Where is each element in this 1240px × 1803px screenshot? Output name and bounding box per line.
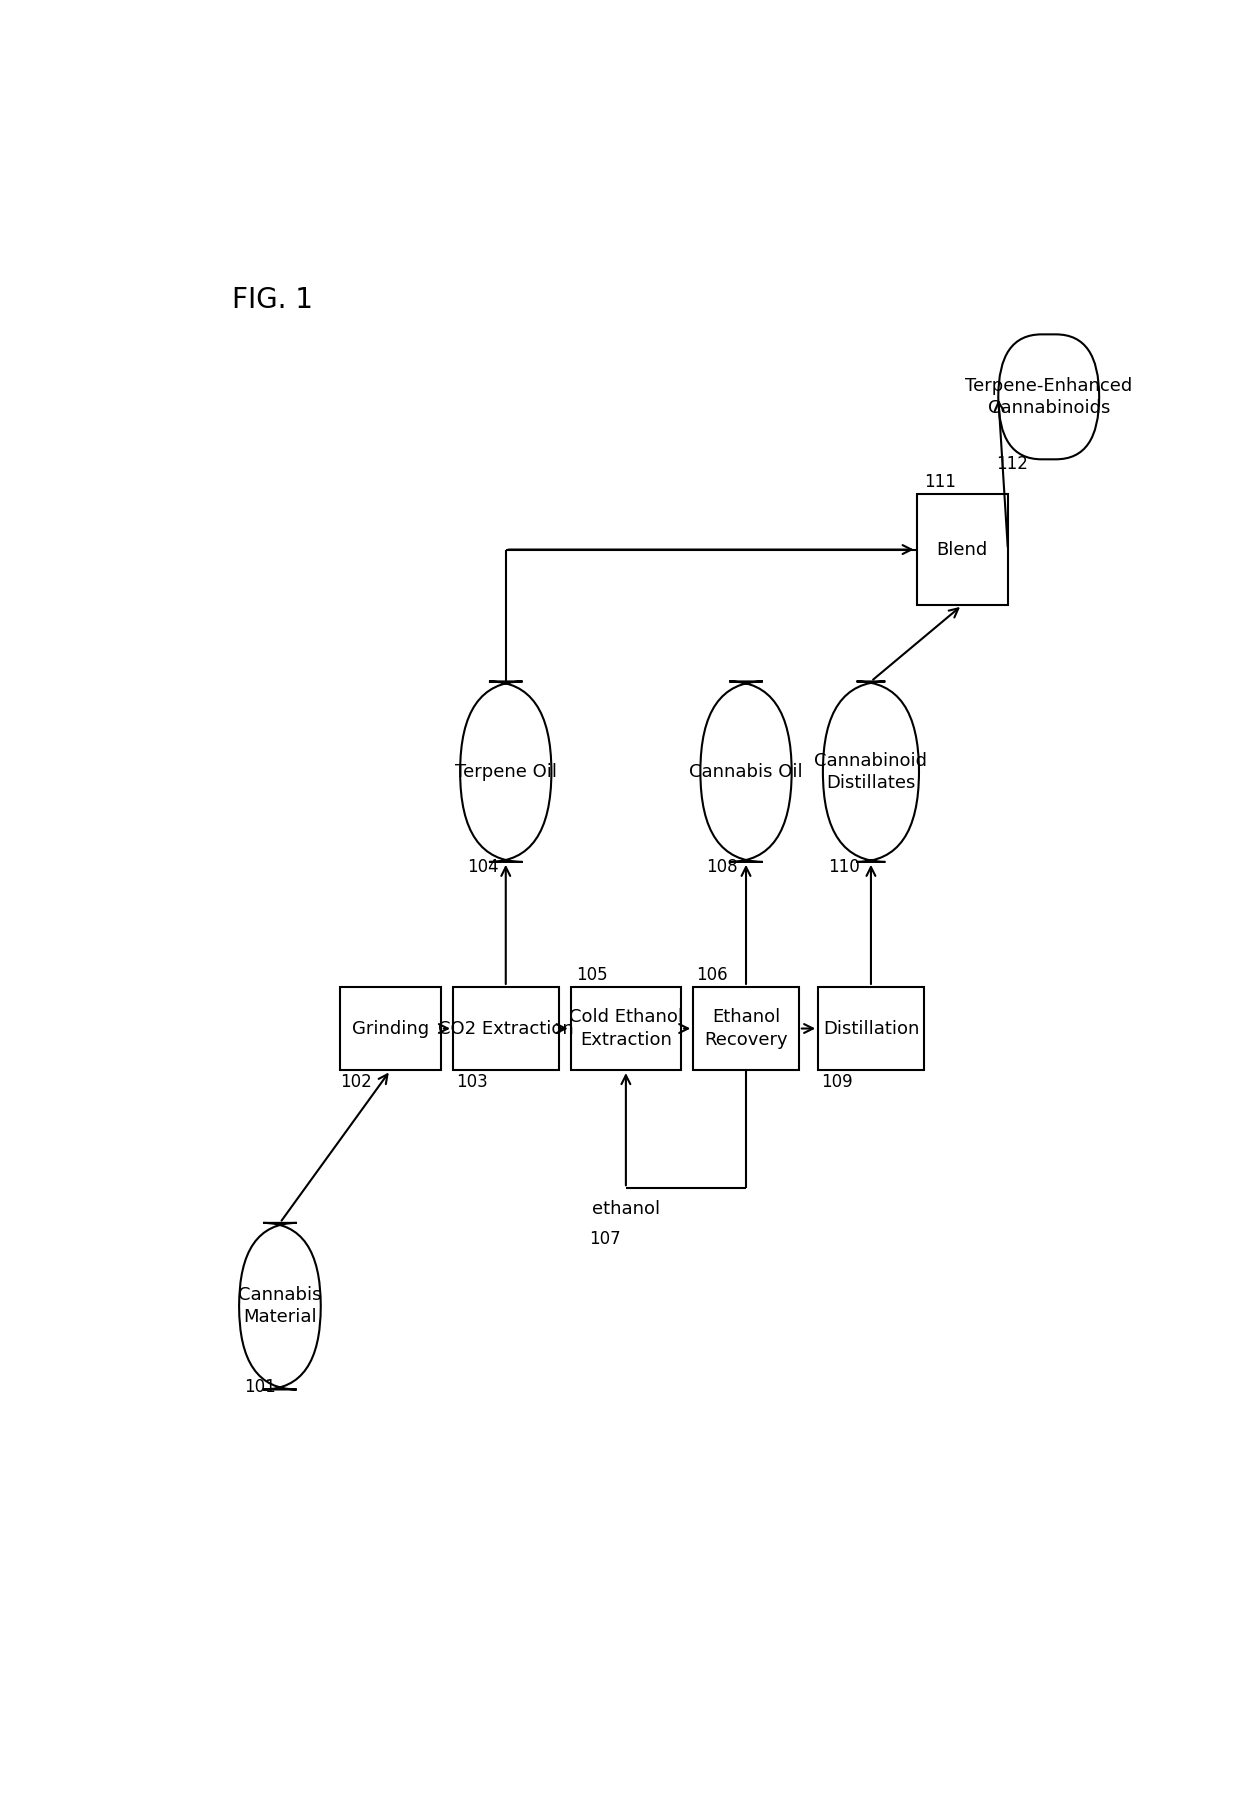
FancyBboxPatch shape: [453, 986, 558, 1071]
FancyBboxPatch shape: [818, 986, 924, 1071]
Text: 111: 111: [924, 472, 956, 490]
Text: 109: 109: [821, 1073, 853, 1091]
Text: FIG. 1: FIG. 1: [232, 285, 312, 314]
Text: Terpene Oil: Terpene Oil: [455, 763, 557, 781]
Text: 105: 105: [575, 966, 608, 984]
FancyBboxPatch shape: [916, 494, 1008, 606]
Text: Ethanol
Recovery: Ethanol Recovery: [704, 1008, 787, 1049]
Text: Grinding: Grinding: [352, 1019, 429, 1037]
Text: 103: 103: [456, 1073, 487, 1091]
Text: 108: 108: [706, 858, 738, 876]
FancyBboxPatch shape: [460, 682, 552, 862]
FancyBboxPatch shape: [998, 334, 1099, 460]
FancyBboxPatch shape: [239, 1222, 321, 1390]
Text: ethanol: ethanol: [591, 1201, 660, 1219]
Text: Cannabinoid
Distillates: Cannabinoid Distillates: [815, 752, 928, 792]
Text: 106: 106: [696, 966, 728, 984]
Text: CO2 Extraction: CO2 Extraction: [438, 1019, 574, 1037]
Text: 102: 102: [341, 1073, 372, 1091]
Text: Cannabis Oil: Cannabis Oil: [689, 763, 802, 781]
Text: Terpene-Enhanced
Cannabinoids: Terpene-Enhanced Cannabinoids: [965, 377, 1132, 416]
Text: Cold Ethanol
Extraction: Cold Ethanol Extraction: [569, 1008, 683, 1049]
Text: Cannabis
Material: Cannabis Material: [238, 1286, 321, 1327]
FancyBboxPatch shape: [570, 986, 681, 1071]
Text: Distillation: Distillation: [823, 1019, 919, 1037]
Text: 104: 104: [467, 858, 498, 876]
FancyBboxPatch shape: [693, 986, 799, 1071]
Text: 107: 107: [589, 1230, 621, 1248]
Text: 110: 110: [828, 858, 859, 876]
FancyBboxPatch shape: [701, 682, 791, 862]
FancyBboxPatch shape: [823, 682, 919, 862]
FancyBboxPatch shape: [340, 986, 441, 1071]
Text: Blend: Blend: [936, 541, 988, 559]
Text: 101: 101: [244, 1377, 277, 1396]
Text: 112: 112: [996, 454, 1028, 472]
